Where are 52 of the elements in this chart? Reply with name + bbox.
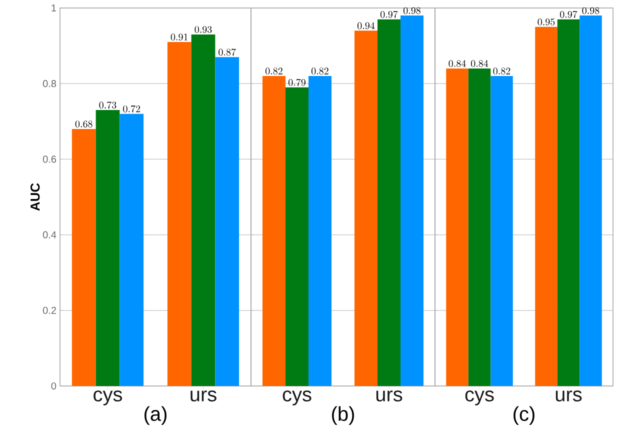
bar xyxy=(378,19,400,386)
y-tick-label: 0.8 xyxy=(42,80,56,88)
bar xyxy=(468,68,491,386)
bar xyxy=(535,26,558,386)
bar xyxy=(490,76,513,386)
bar xyxy=(120,114,144,386)
data-label: 0.91 xyxy=(170,34,188,41)
x-tick-label: cys xyxy=(94,390,122,406)
bar xyxy=(191,34,216,386)
bar xyxy=(72,128,96,386)
data-label: 0.79 xyxy=(288,78,306,86)
bar xyxy=(580,16,602,386)
data-label: 0.82 xyxy=(266,68,282,75)
bar xyxy=(308,76,332,386)
data-label: 0.93 xyxy=(194,26,212,33)
x-tick-label: urs xyxy=(190,390,216,402)
x-tick-label: cys xyxy=(465,390,494,406)
data-label: 0.84 xyxy=(448,60,466,67)
bar xyxy=(286,87,309,386)
data-label: 0.87 xyxy=(218,48,236,56)
y-tick-label: 0.6 xyxy=(42,156,56,163)
bar xyxy=(96,110,120,386)
data-label: 0.82 xyxy=(493,68,510,75)
bar xyxy=(557,19,580,386)
x-axis-title: (c) xyxy=(514,406,534,425)
data-label: 0.72 xyxy=(123,105,140,112)
y-tick-label: 1 xyxy=(52,4,56,12)
data-label: 0.97 xyxy=(560,10,578,18)
x-tick-label: urs xyxy=(556,390,582,402)
data-label: 0.84 xyxy=(471,60,488,67)
x-tick-label: cys xyxy=(282,390,312,406)
bar xyxy=(400,16,424,386)
data-label: 0.97 xyxy=(380,10,398,18)
data-label: 0.68 xyxy=(75,120,92,128)
y-tick-label: 0.4 xyxy=(42,231,56,238)
data-label: 0.98 xyxy=(404,7,420,14)
bar xyxy=(262,76,286,386)
y-tick-label: 0.2 xyxy=(42,306,56,314)
bar xyxy=(215,57,240,386)
bar xyxy=(354,30,378,386)
bar xyxy=(167,42,192,386)
data-label: 0.82 xyxy=(312,68,328,75)
data-label: 0.98 xyxy=(582,7,600,14)
x-tick-label: urs xyxy=(376,390,402,402)
y-axis-title: AUC xyxy=(30,183,40,211)
data-label: 0.95 xyxy=(538,18,555,26)
data-label: 0.73 xyxy=(99,102,116,109)
x-axis-title: (a) xyxy=(144,406,166,425)
bar xyxy=(446,68,468,386)
y-tick-label: 0 xyxy=(51,382,56,390)
data-label: 0.94 xyxy=(358,22,375,30)
x-axis-title: (b) xyxy=(332,406,354,425)
